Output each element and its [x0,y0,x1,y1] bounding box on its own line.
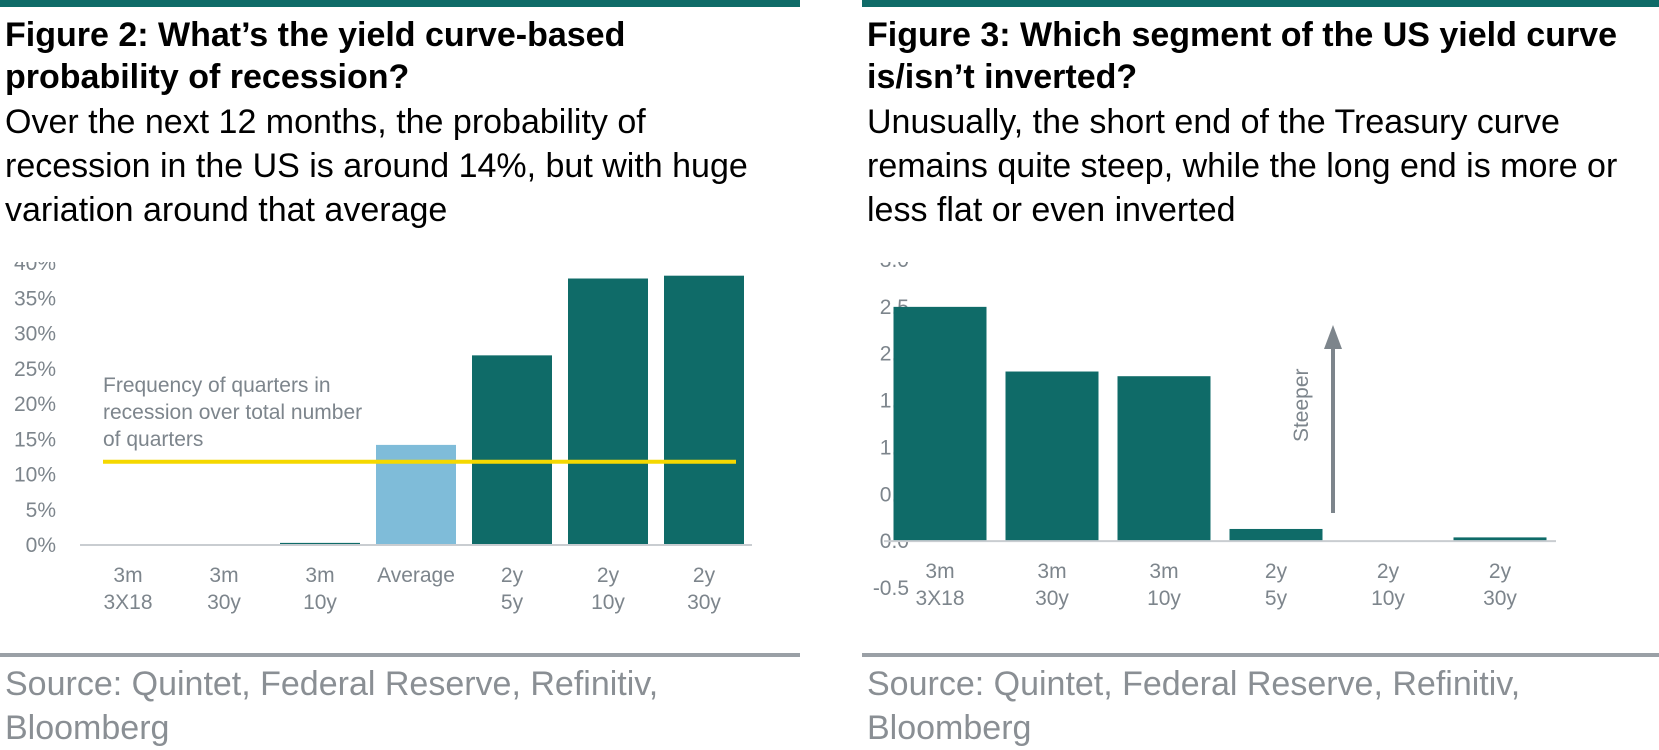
y-tick-label: 35% [14,287,56,310]
bottom-rule [862,653,1659,657]
bottom-rule [0,653,800,657]
reference-line-label: of quarters [103,428,203,451]
x-tick-label: 3m [1149,560,1178,583]
figure-2-panel: Figure 2: What’s the yield curve-based p… [0,0,800,749]
figure-subtitle: Unusually, the short end of the Treasury… [867,103,1618,229]
x-tick-label: 10y [591,591,625,614]
recession-probability-chart: 0% 5% 10% 15% 20% 25% 30% 35% 40% 3m 3X18 3m 30y 3m 10… [14,262,752,614]
x-tick-label: 2y [693,564,716,587]
x-tick-label: 3m [113,564,142,587]
x-tick-label: 3X18 [915,587,964,610]
bar [893,306,987,542]
x-tick-label: 2y [597,564,620,587]
y-tick-label: 0% [26,534,56,557]
x-tick-label: 2y [1265,560,1288,583]
y-tick-label: -0.5 [873,577,909,600]
reference-line-label: Frequency of quarters in [103,374,331,397]
x-tick-label: 10y [1147,587,1181,610]
x-tick-label: 3X18 [103,591,152,614]
bar [1229,528,1323,542]
bar [1005,371,1099,542]
steeper-arrow-head [1324,324,1342,349]
x-tick-label: Average [377,564,455,587]
figure-3-panel: Figure 3: Which segment of the US yield … [862,0,1659,749]
y-tick-label: 10% [14,464,56,487]
x-tick-label: 10y [1371,587,1405,610]
y-tick-label: 3.0 [880,262,909,272]
reference-line-label: recession over total number [103,401,362,424]
bar [568,278,648,545]
y-tick-label: 15% [14,428,56,451]
bar [280,542,360,545]
x-tick-label: 2y [1377,560,1400,583]
figure-title: Figure 3: Which segment of the US yield … [867,16,1618,96]
yield-curve-spread-chart: -0.50.00.51.01.52.02.53.03m3X183m30y3m10… [873,262,1556,610]
top-rule [862,0,1659,7]
y-tick-label: 30% [14,323,56,346]
x-tick-label: 30y [1483,587,1517,610]
x-tick-label: 2y [1489,560,1512,583]
figure-subtitle: Over the next 12 months, the probability… [5,103,748,229]
x-tick-label: 30y [207,591,241,614]
bar [664,275,744,545]
x-tick-label: 10y [303,591,337,614]
x-tick-label: 3m [209,564,238,587]
figure-title: Figure 2: What’s the yield curve-based p… [5,16,626,96]
x-tick-label: 3m [925,560,954,583]
bar [1453,537,1547,542]
bar [472,355,552,545]
bar [1117,376,1211,542]
x-tick-label: 30y [1035,587,1069,610]
x-tick-label: 30y [687,591,721,614]
x-tick-label: 2y [501,564,524,587]
y-tick-label: 20% [14,393,56,416]
y-tick-label: 5% [26,499,56,522]
y-tick-label: 25% [14,358,56,381]
source-note: Source: Quintet, Federal Reserve, Refini… [5,665,659,747]
y-tick-label: 40% [14,262,56,275]
x-tick-label: 3m [305,564,334,587]
source-note: Source: Quintet, Federal Reserve, Refini… [867,665,1521,747]
x-tick-label: 3m [1037,560,1066,583]
steeper-label: Steeper [1290,368,1313,442]
x-tick-label: 5y [501,591,524,614]
top-rule [0,0,800,7]
x-tick-label: 5y [1265,587,1288,610]
